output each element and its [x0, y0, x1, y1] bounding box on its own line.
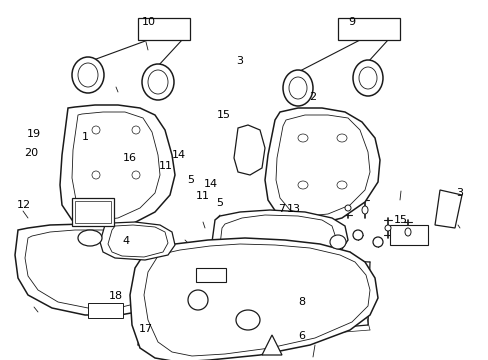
- Polygon shape: [264, 108, 379, 224]
- Ellipse shape: [336, 181, 346, 189]
- Text: 6: 6: [298, 330, 305, 341]
- Ellipse shape: [404, 228, 410, 236]
- Text: 7: 7: [277, 204, 284, 214]
- Ellipse shape: [361, 206, 367, 214]
- Text: 14: 14: [171, 150, 185, 160]
- Bar: [196, 268, 225, 282]
- Ellipse shape: [345, 205, 350, 211]
- Polygon shape: [234, 125, 264, 175]
- Ellipse shape: [187, 290, 207, 310]
- Polygon shape: [275, 115, 369, 216]
- Ellipse shape: [78, 63, 98, 87]
- Ellipse shape: [297, 181, 307, 189]
- Polygon shape: [25, 230, 163, 308]
- Ellipse shape: [297, 134, 307, 142]
- Text: 15: 15: [217, 110, 230, 120]
- Text: 17: 17: [139, 324, 152, 334]
- Bar: [138, 18, 190, 40]
- Ellipse shape: [148, 70, 168, 94]
- Ellipse shape: [142, 64, 174, 100]
- Ellipse shape: [336, 134, 346, 142]
- Text: 15: 15: [393, 215, 407, 225]
- Text: 2: 2: [309, 92, 316, 102]
- Bar: [72, 198, 114, 226]
- Bar: [337, 18, 399, 40]
- Ellipse shape: [236, 310, 260, 330]
- Ellipse shape: [288, 77, 306, 99]
- Text: 12: 12: [17, 200, 30, 210]
- Text: 13: 13: [286, 204, 300, 214]
- Polygon shape: [262, 335, 282, 355]
- Text: 14: 14: [204, 179, 218, 189]
- Ellipse shape: [72, 57, 104, 93]
- Text: 11: 11: [196, 191, 209, 201]
- Ellipse shape: [352, 230, 362, 240]
- Polygon shape: [130, 238, 377, 360]
- Text: 3: 3: [236, 56, 243, 66]
- Ellipse shape: [352, 60, 382, 96]
- Ellipse shape: [384, 225, 390, 231]
- Polygon shape: [100, 222, 175, 260]
- Text: 9: 9: [348, 17, 355, 27]
- Polygon shape: [212, 210, 347, 270]
- Ellipse shape: [372, 237, 382, 247]
- Text: 5: 5: [216, 198, 223, 208]
- Polygon shape: [434, 190, 461, 228]
- Text: 20: 20: [24, 148, 38, 158]
- Bar: [75, 201, 111, 223]
- Ellipse shape: [283, 70, 312, 106]
- Ellipse shape: [329, 235, 346, 249]
- Text: 18: 18: [109, 291, 123, 301]
- Text: 19: 19: [27, 129, 41, 139]
- Text: 10: 10: [142, 17, 156, 27]
- Text: 3: 3: [455, 188, 462, 198]
- Polygon shape: [60, 105, 175, 230]
- Polygon shape: [72, 112, 160, 220]
- Ellipse shape: [92, 171, 100, 179]
- Ellipse shape: [78, 230, 102, 246]
- Polygon shape: [108, 225, 168, 257]
- Ellipse shape: [132, 126, 140, 134]
- Bar: [88, 303, 123, 318]
- Text: 11: 11: [159, 161, 173, 171]
- Text: 16: 16: [122, 153, 136, 163]
- Bar: [389, 225, 427, 245]
- Ellipse shape: [358, 67, 376, 89]
- Polygon shape: [220, 215, 335, 266]
- Polygon shape: [15, 224, 175, 315]
- Ellipse shape: [92, 126, 100, 134]
- Text: 4: 4: [122, 236, 129, 246]
- Text: 5: 5: [187, 175, 194, 185]
- Text: 8: 8: [298, 297, 305, 307]
- Ellipse shape: [132, 171, 140, 179]
- Polygon shape: [143, 244, 369, 356]
- Text: 1: 1: [82, 132, 89, 142]
